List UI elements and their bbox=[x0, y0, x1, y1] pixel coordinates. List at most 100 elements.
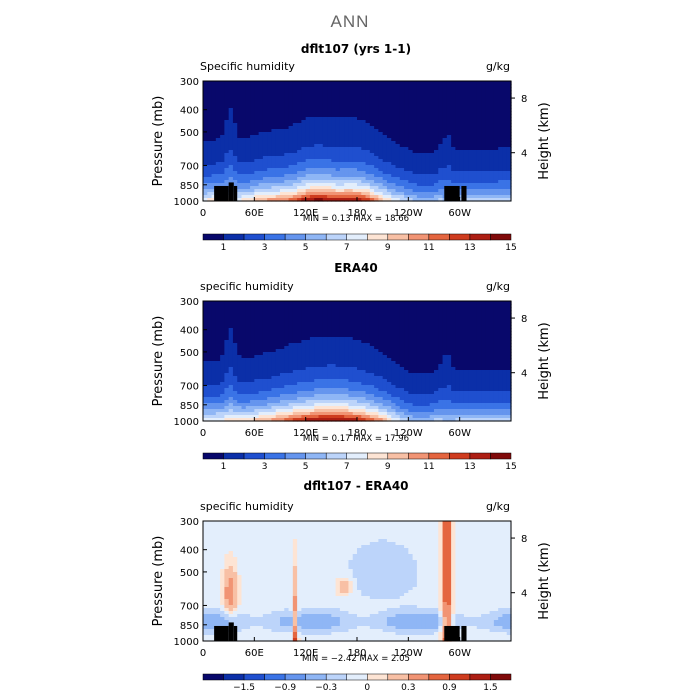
heatmap-cell bbox=[322, 81, 328, 85]
heatmap-cell bbox=[245, 198, 251, 202]
heatmap-cell bbox=[211, 325, 217, 329]
heatmap-cell bbox=[399, 90, 405, 94]
heatmap-cell bbox=[361, 370, 367, 374]
heatmap-cell bbox=[352, 168, 358, 172]
heatmap-cell bbox=[468, 81, 474, 85]
heatmap-cell bbox=[412, 165, 418, 169]
heatmap-cell bbox=[250, 147, 255, 151]
heatmap-cell bbox=[493, 343, 499, 347]
heatmap-cell bbox=[489, 123, 495, 127]
heatmap-cell bbox=[416, 108, 422, 112]
heatmap-cell bbox=[275, 313, 281, 317]
heatmap-cell bbox=[314, 153, 320, 157]
heatmap-cell bbox=[493, 84, 499, 88]
y-tick-label: 300 bbox=[180, 77, 199, 88]
heatmap-cell bbox=[344, 105, 350, 109]
heatmap-cell bbox=[369, 376, 375, 380]
heatmap-cell bbox=[468, 343, 474, 347]
heatmap-cell bbox=[361, 96, 367, 100]
heatmap-cell bbox=[220, 111, 225, 115]
heatmap-cell bbox=[305, 84, 311, 88]
heatmap-cell bbox=[476, 87, 482, 91]
heatmap-cell bbox=[468, 307, 474, 311]
heatmap-cell bbox=[369, 138, 375, 142]
heatmap-cell bbox=[502, 361, 508, 365]
heatmap-cell bbox=[442, 114, 448, 118]
heatmap-cell bbox=[275, 99, 281, 103]
heatmap-cell bbox=[429, 141, 435, 145]
heatmap-cell bbox=[224, 352, 230, 356]
heatmap-cell bbox=[421, 316, 427, 320]
heatmap-cell bbox=[425, 373, 431, 377]
heatmap-cell bbox=[476, 111, 482, 115]
heatmap-cell bbox=[502, 129, 508, 133]
heatmap-cell bbox=[280, 343, 285, 347]
heatmap-cell bbox=[211, 316, 217, 320]
heatmap-cell bbox=[275, 108, 281, 112]
heatmap-cell bbox=[258, 138, 264, 142]
heatmap-cell bbox=[237, 129, 243, 133]
heatmap-cell bbox=[425, 87, 431, 91]
heatmap-cell bbox=[421, 144, 427, 148]
heatmap-cell bbox=[506, 114, 512, 118]
heatmap-cell bbox=[498, 171, 504, 175]
heatmap-cell bbox=[472, 313, 478, 317]
heatmap-cell bbox=[425, 198, 431, 202]
heatmap-cell bbox=[232, 370, 238, 374]
heatmap-cell bbox=[339, 99, 345, 103]
heatmap-cell bbox=[429, 150, 435, 154]
heatmap-cell bbox=[395, 153, 401, 157]
heatmap-cell bbox=[348, 328, 354, 332]
heatmap-cell bbox=[207, 382, 213, 386]
heatmap-cell bbox=[275, 358, 281, 362]
heatmap-cell bbox=[476, 361, 482, 365]
heatmap-cell bbox=[250, 129, 255, 133]
heatmap-cell bbox=[369, 358, 375, 362]
heatmap-cell bbox=[374, 180, 379, 184]
heatmap-cell bbox=[421, 337, 427, 341]
heatmap-cell bbox=[344, 198, 350, 202]
heatmap-cell bbox=[468, 313, 474, 317]
heatmap-cell bbox=[339, 198, 345, 202]
heatmap-cell bbox=[305, 195, 311, 199]
heatmap-cell bbox=[275, 343, 281, 347]
heatmap-cell bbox=[365, 180, 371, 184]
heatmap-cell bbox=[288, 90, 294, 94]
heatmap-cell bbox=[220, 346, 225, 350]
heatmap-cell bbox=[378, 352, 384, 356]
heatmap-cell bbox=[301, 177, 307, 181]
heatmap-cell bbox=[429, 153, 435, 157]
heatmap-cell bbox=[254, 343, 260, 347]
heatmap-cell bbox=[459, 87, 465, 91]
heatmap-cell bbox=[438, 316, 444, 320]
heatmap-cell bbox=[250, 301, 255, 305]
heatmap-cell bbox=[318, 346, 324, 350]
heatmap-cell bbox=[386, 141, 392, 145]
heatmap-cell bbox=[237, 304, 243, 308]
heatmap-cell bbox=[481, 162, 486, 166]
heatmap-cell bbox=[280, 147, 285, 151]
heatmap-cell bbox=[361, 93, 367, 97]
heatmap-cell bbox=[335, 382, 341, 386]
heatmap-cell bbox=[485, 99, 491, 103]
heatmap-cell bbox=[446, 162, 452, 166]
heatmap-cell bbox=[237, 105, 243, 109]
heatmap-cell bbox=[489, 96, 495, 100]
heatmap-cell bbox=[314, 168, 320, 172]
heatmap-cell bbox=[455, 352, 461, 356]
heatmap-cell bbox=[271, 96, 277, 100]
heatmap-cell bbox=[228, 108, 234, 112]
heatmap-cell bbox=[391, 346, 397, 350]
heatmap-cell bbox=[203, 171, 208, 175]
heatmap-cell bbox=[335, 319, 341, 323]
heatmap-cell bbox=[331, 352, 337, 356]
heatmap-cell bbox=[280, 105, 285, 109]
heatmap-cell bbox=[254, 307, 260, 311]
heatmap-cell bbox=[416, 340, 422, 344]
heatmap-cell bbox=[429, 322, 435, 326]
heatmap-cell bbox=[301, 379, 307, 383]
heatmap-cell bbox=[250, 364, 255, 368]
heatmap-cell bbox=[493, 114, 499, 118]
heatmap-cell bbox=[446, 304, 452, 308]
heatmap-cell bbox=[220, 376, 225, 380]
